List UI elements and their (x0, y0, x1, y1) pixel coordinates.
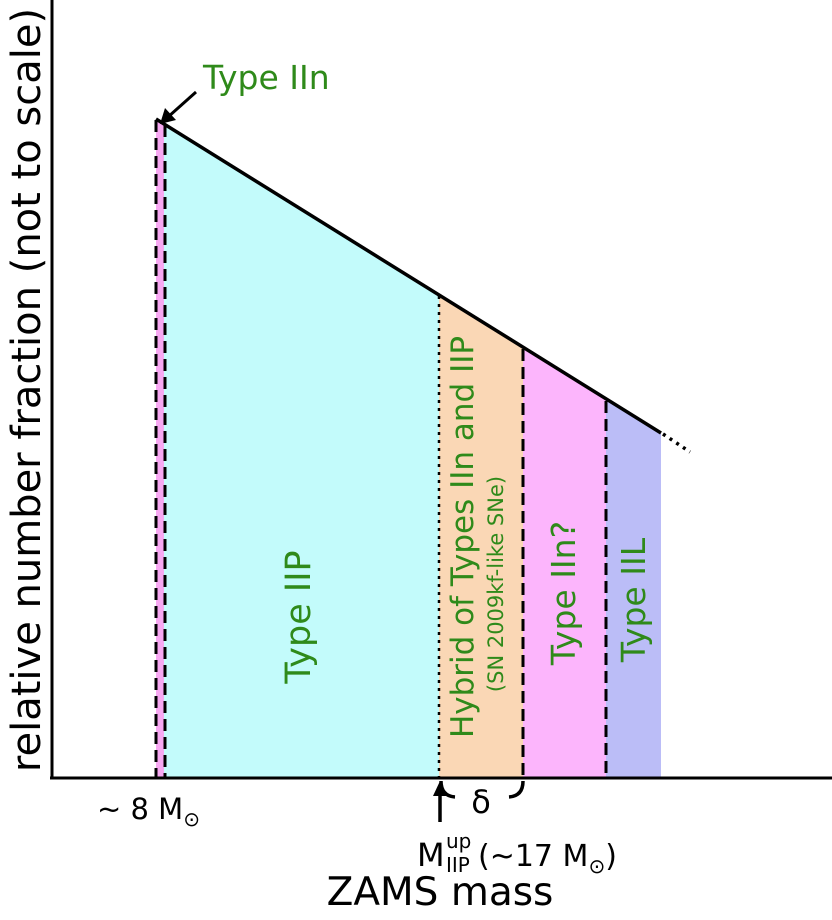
region-iip (164, 123, 439, 778)
label-type-iil: Type IIL (614, 537, 653, 663)
label-type-iip: Type IIP (279, 550, 319, 684)
delta-symbol: δ (471, 783, 491, 821)
callout-arrow-head (160, 108, 176, 124)
region-iin-high (523, 348, 606, 778)
mup-label: M (417, 836, 445, 874)
sun-symbol-2: ⊙ (588, 854, 605, 878)
mup-sub: IIP (446, 853, 470, 877)
callout-arrow-shaft (167, 90, 197, 119)
label-hybrid: Hybrid of Types IIn and IIP (445, 336, 481, 738)
region-iil (606, 400, 661, 778)
x-axis-label: ZAMS mass (327, 870, 554, 915)
mup-paren-open: (~17 M (478, 839, 588, 874)
region-iin-low (156, 119, 164, 778)
region-hybrid (439, 296, 523, 778)
label-hybrid-sub: (SN 2009kf-like SNe) (484, 476, 508, 692)
mup-arrow-head (433, 781, 447, 796)
sun-symbol: ⊙ (183, 807, 200, 831)
tick-8msun: ~ 8 M⊙ (97, 792, 200, 831)
distribution-line (155, 117, 662, 435)
y-axis-label: relative number fraction (not to scale) (4, 8, 50, 772)
tick-8msun-text: ~ 8 M (97, 792, 183, 826)
mup-paren-close: ) (605, 839, 617, 874)
distribution-line-continuation (662, 432, 691, 454)
label-type-iin-q: Type IIn? (544, 521, 583, 666)
callout-type-iin: Type IIn (202, 58, 330, 97)
mup-paren: (~17 M⊙) (478, 839, 617, 878)
mup-sup: up (446, 829, 471, 853)
mup-main: M (417, 836, 445, 874)
